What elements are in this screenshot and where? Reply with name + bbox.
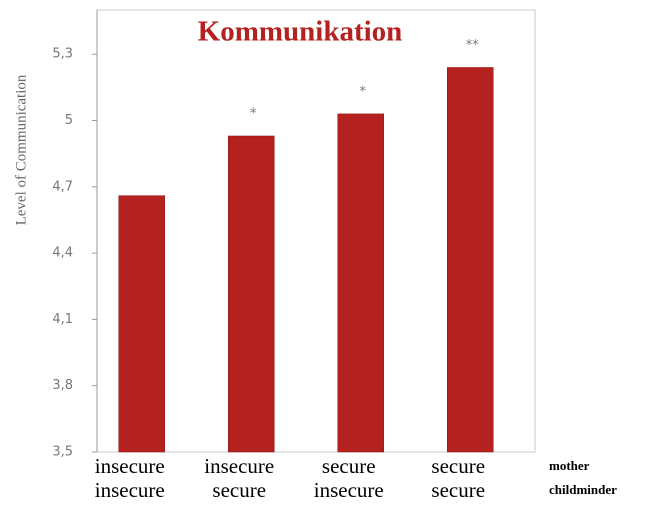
category-row-label: childminder bbox=[549, 482, 617, 497]
y-tick-label: 5,3 bbox=[52, 47, 73, 62]
y-tick-label: 4,7 bbox=[52, 179, 73, 194]
significance-label: ** bbox=[466, 38, 480, 53]
x-tick-label: secure bbox=[322, 454, 376, 478]
y-tick-label: 3,5 bbox=[52, 445, 73, 460]
x-tick-label: insecure bbox=[95, 478, 165, 502]
y-axis-label: Level of Communication bbox=[13, 74, 29, 225]
x-tick-label: secure bbox=[212, 478, 266, 502]
y-tick-label: 4,4 bbox=[52, 246, 73, 261]
significance-label: * bbox=[250, 106, 257, 121]
y-tick-label: 3,8 bbox=[52, 378, 73, 393]
bar bbox=[228, 135, 275, 453]
x-tick-label: secure bbox=[431, 454, 485, 478]
y-tick-label: 5 bbox=[65, 113, 73, 128]
chart-title: Kommunikation bbox=[198, 16, 403, 48]
x-tick-label: insecure bbox=[314, 478, 384, 502]
significance-label: * bbox=[360, 84, 367, 99]
bar bbox=[447, 67, 494, 453]
x-tick-label: secure bbox=[431, 478, 485, 502]
bar bbox=[337, 113, 384, 453]
category-row-label: mother bbox=[549, 458, 590, 473]
x-tick-label: insecure bbox=[204, 454, 274, 478]
y-tick-label: 4,1 bbox=[52, 312, 73, 327]
bar bbox=[118, 195, 165, 453]
x-tick-label: insecure bbox=[95, 454, 165, 478]
